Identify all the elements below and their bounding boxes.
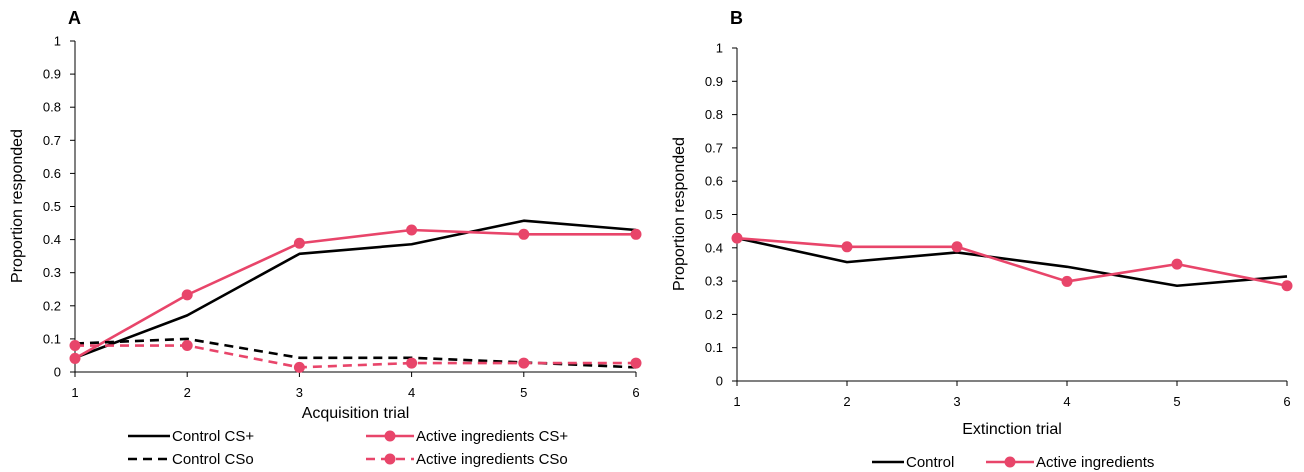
series-line-active-ingredients [736,236,1288,288]
data-point-active-ingredients [731,232,743,244]
y-tick-label: 0.6 [705,174,723,189]
legend-label: Active ingredients CS+ [416,428,568,445]
x-axis-title: Extinction trial [962,421,1062,438]
series-line-active-ingredients-cso [75,344,636,369]
y-tick-label: 0.4 [43,232,61,247]
x-tick-label: 1 [71,385,78,400]
y-tick-label: 0 [716,374,723,389]
legend-item-active-ingredients: Active ingredients [986,454,1154,471]
data-point-active-ingredients-cso [69,340,81,352]
x-tick-label: 6 [1283,394,1290,409]
y-tick-label: 0.8 [43,100,61,115]
y-tick-label: 0.7 [43,133,61,148]
legend-label: Active ingredients [1036,454,1154,471]
data-point-active-ingredients-cs [406,224,418,236]
x-tick-label: 4 [408,385,415,400]
y-tick-label: 0.3 [43,265,61,280]
legend-item-control: Control [872,454,954,471]
x-axis-title: Acquisition trial [302,405,410,422]
data-point-active-ingredients-cs [518,228,530,240]
x-tick-label: 4 [1063,394,1070,409]
y-tick-label: 0.9 [705,74,723,89]
x-tick-label: 5 [1173,394,1180,409]
data-point-active-ingredients [1061,275,1073,287]
series-line-control-cso [74,337,637,369]
data-point-active-ingredients-cs [293,237,305,249]
legend-label: Control CSo [172,451,254,468]
legend-label: Active ingredients CSo [416,451,568,468]
data-point-active-ingredients-cso [630,357,642,369]
data-point-active-ingredients-cso [518,357,530,369]
y-tick-label: 0.5 [43,199,61,214]
panel-label: B [730,8,743,28]
data-point-active-ingredients-cso [293,361,305,373]
y-tick-label: 0.4 [705,240,723,255]
legend-item-active-ingredients-cs: Active ingredients CS+ [366,428,568,445]
data-point-active-ingredients-cs [69,352,81,364]
y-tick-label: 1 [54,34,61,49]
y-tick-label: 0.6 [43,166,61,181]
data-point-active-ingredients-cs [181,289,193,301]
x-tick-label: 6 [632,385,639,400]
data-point-active-ingredients [951,241,963,253]
y-tick-label: 0.3 [705,274,723,289]
legend-item-control-cso: Control CSo [128,451,254,468]
chart-panel-a: A 0 0.1 0.2 0.3 0.4 0.5 0.6 0.7 0.8 0.9 1 1 2 3 4 5 6 Acqu… [9,8,642,468]
data-point-active-ingredients-cso [406,357,418,369]
y-tick-label: 0.1 [43,331,61,346]
panel-label: A [68,8,81,28]
legend-label: Control CS+ [172,428,254,445]
x-tick-label: 5 [520,385,527,400]
y-tick-label: 0.7 [705,140,723,155]
y-tick-label: 0.2 [705,307,723,322]
legend-item-control-cs: Control CS+ [128,428,254,445]
series-line-control [736,236,1288,288]
legend-label: Control [906,454,954,471]
data-point-active-ingredients [1171,258,1183,270]
legend-item-active-ingredients-cso: Active ingredients CSo [366,451,568,468]
legend-marker [1004,456,1016,468]
y-axis-title: Proportion responded [9,129,26,283]
legend-marker [384,453,396,465]
y-tick-label: 0.9 [43,67,61,82]
y-axis-title: Proportion responded [671,137,688,291]
y-tick-label: 1 [716,41,723,56]
x-tick-label: 2 [184,385,191,400]
x-tick-label: 1 [733,394,740,409]
y-tick-label: 0.8 [705,107,723,122]
y-tick-label: 0.2 [43,298,61,313]
data-point-active-ingredients-cso [181,340,193,352]
x-tick-label: 3 [953,394,960,409]
series-line-control-cs [74,219,637,359]
chart-panel-b: B 0 0.1 0.2 0.3 0.4 0.5 0.6 0.7 0.8 0.9 1 1 2 3 4 5 6 Exti… [671,8,1293,471]
data-point-active-ingredients-cs [630,228,642,240]
y-tick-label: 0.1 [705,340,723,355]
x-tick-label: 2 [843,394,850,409]
series-line-active-ingredients-cs [74,228,636,360]
y-tick-label: 0.5 [705,207,723,222]
x-tick-label: 3 [296,385,303,400]
data-point-active-ingredients [1281,280,1293,292]
y-tick-label: 0 [54,365,61,380]
data-point-active-ingredients [841,241,853,253]
legend-marker [384,430,396,442]
